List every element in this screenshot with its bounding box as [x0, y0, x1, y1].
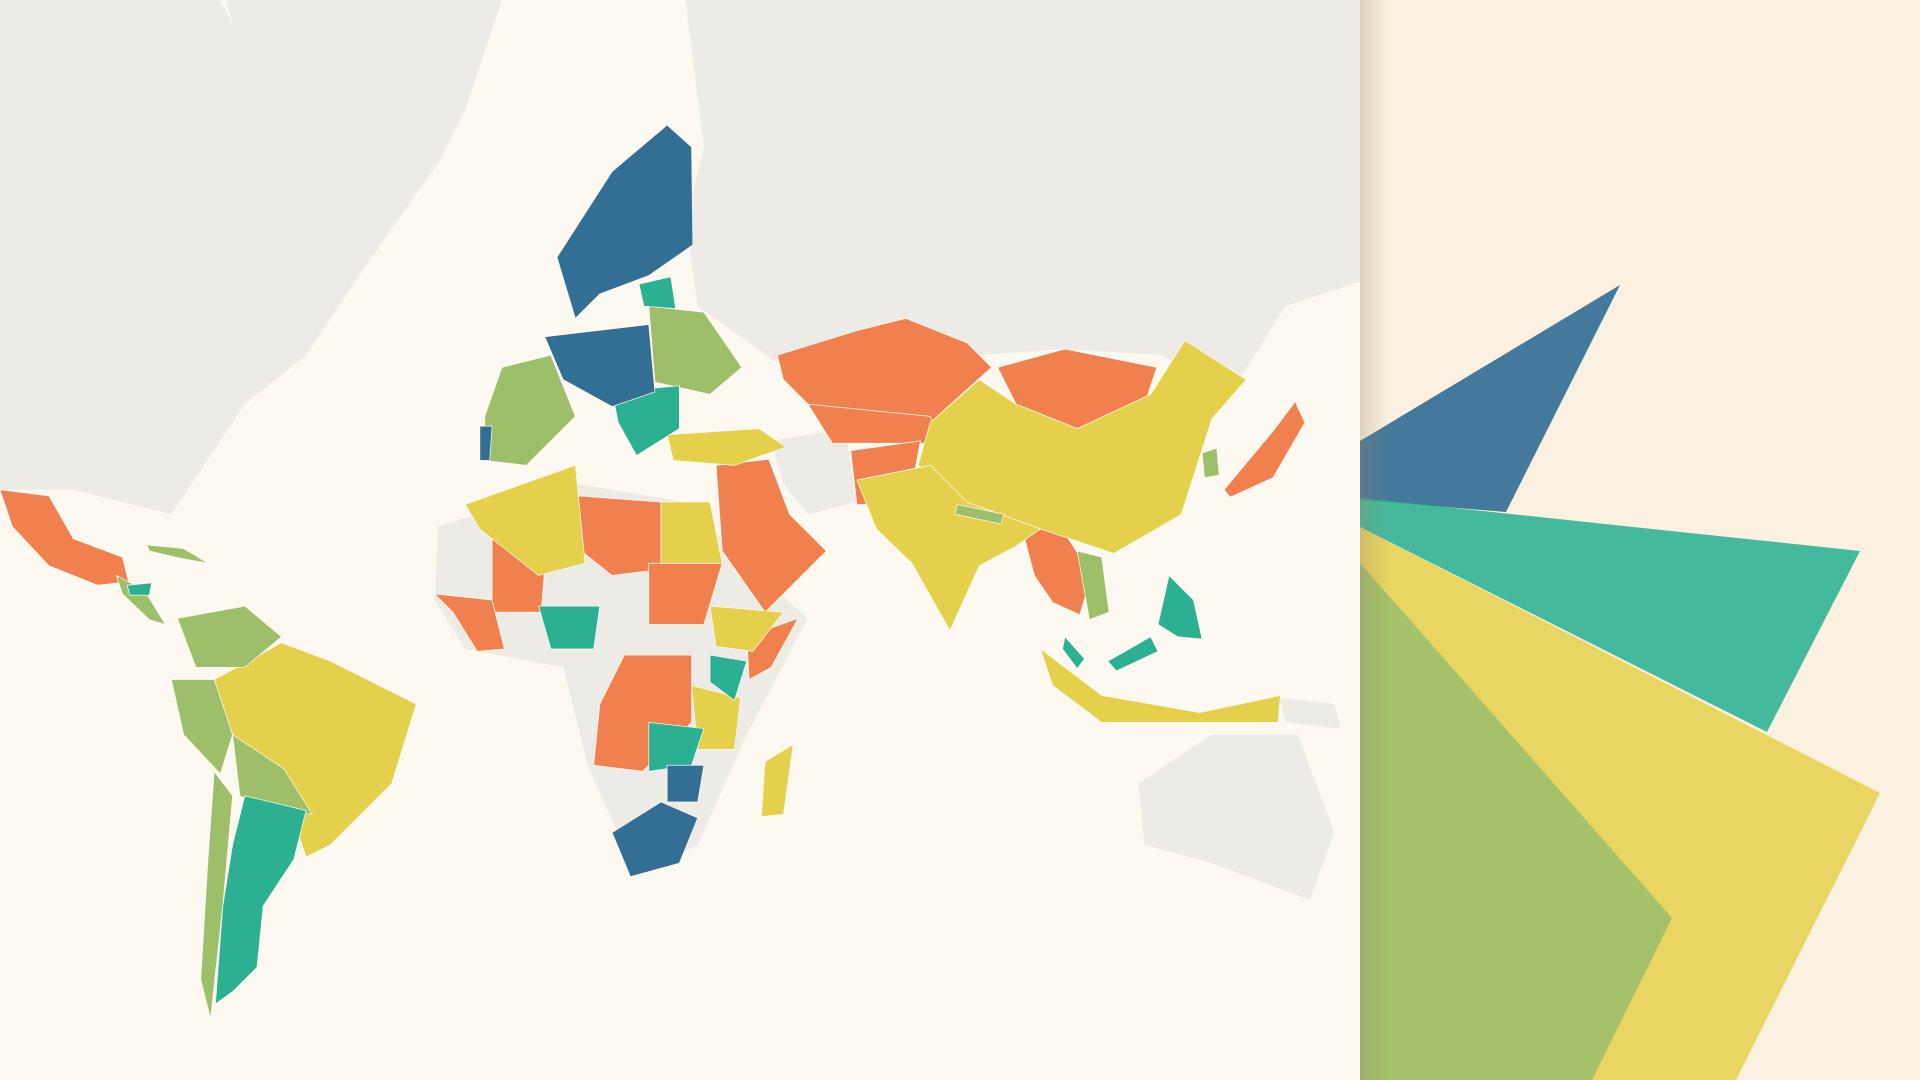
country-algeria[interactable]: [464, 464, 586, 576]
category-4-countries: [213, 339, 1281, 858]
panel-shapes: [1360, 285, 1880, 1080]
country-saudi-arabia[interactable]: [715, 458, 827, 613]
country-scandinavia[interactable]: [556, 124, 694, 320]
country-zimbabwe-mozambique[interactable]: [666, 764, 705, 803]
panel-shadow: [1360, 0, 1390, 1080]
country-turkey[interactable]: [666, 428, 787, 466]
country-western-europe[interactable]: [484, 354, 576, 466]
country-cuba[interactable]: [146, 544, 209, 564]
map-svg: [0, 0, 1360, 1019]
region-iran: [771, 428, 857, 515]
region-new-guinea: [1279, 697, 1341, 729]
country-central-america[interactable]: [115, 574, 167, 626]
country-balkans[interactable]: [611, 385, 680, 457]
country-peru[interactable]: [170, 679, 233, 775]
blue-triangle-shape: [1360, 285, 1620, 512]
country-baltics[interactable]: [638, 276, 677, 310]
region-north-america: [0, 0, 368, 515]
country-kenya[interactable]: [709, 654, 748, 701]
country-ethiopia[interactable]: [709, 605, 785, 652]
country-argentina[interactable]: [215, 795, 307, 1005]
green-quad-shape: [1360, 563, 1672, 1080]
country-colombia-venezuela[interactable]: [176, 605, 283, 668]
country-west-africa[interactable]: [433, 593, 505, 652]
country-madagascar[interactable]: [761, 743, 794, 818]
country-nepal[interactable]: [954, 504, 1005, 525]
country-borneo[interactable]: [1107, 636, 1159, 672]
country-indonesia[interactable]: [1039, 647, 1281, 723]
region-russia: [685, 0, 1360, 405]
category-1-countries: [479, 124, 705, 878]
country-honduras[interactable]: [126, 582, 153, 596]
country-vietnam[interactable]: [1076, 550, 1110, 621]
category-3-countries: [115, 305, 1220, 1019]
region-greenland: [226, 0, 502, 264]
country-portugal[interactable]: [479, 425, 493, 461]
category-2-countries: [126, 276, 1203, 1005]
country-central-europe[interactable]: [544, 324, 656, 407]
teal-quad-shape: [1360, 498, 1860, 732]
country-nigeria[interactable]: [538, 605, 601, 650]
country-chile[interactable]: [200, 770, 233, 1019]
country-malaysia[interactable]: [1062, 635, 1086, 670]
country-eastern-europe[interactable]: [648, 305, 743, 395]
country-south-africa[interactable]: [611, 801, 699, 878]
country-mexico[interactable]: [0, 489, 129, 586]
country-korea[interactable]: [1201, 447, 1220, 478]
world-choropleth-map[interactable]: [0, 0, 1360, 1080]
decorative-side-panel: [1360, 0, 1920, 1080]
country-japan[interactable]: [1223, 400, 1306, 498]
country-kazakhstan[interactable]: [776, 318, 993, 423]
country-india[interactable]: [856, 464, 1042, 632]
region-australia: [1138, 734, 1335, 900]
country-egypt[interactable]: [660, 501, 723, 564]
country-philippines[interactable]: [1157, 574, 1203, 640]
category-5-countries: [0, 318, 1306, 772]
